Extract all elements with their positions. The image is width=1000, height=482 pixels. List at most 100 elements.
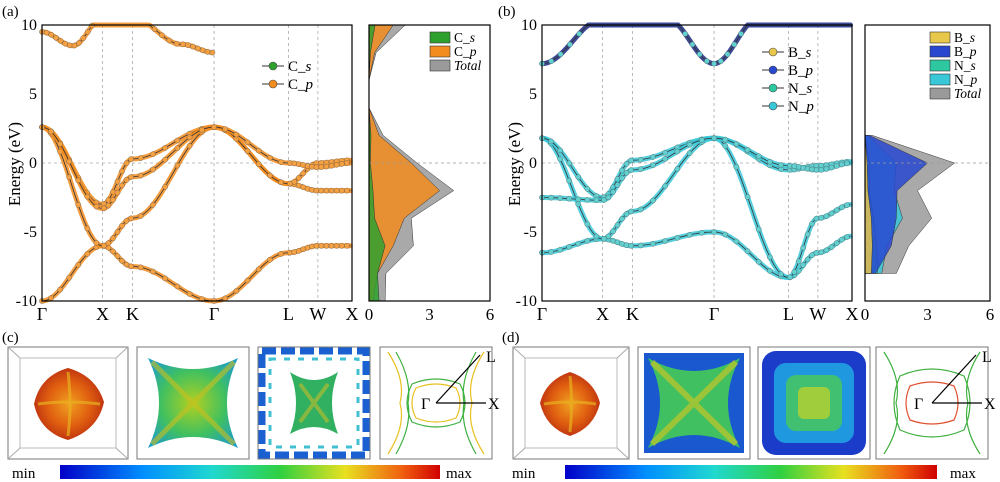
band-point (222, 295, 229, 302)
band-point (689, 41, 696, 48)
kpath-label: X (96, 304, 109, 324)
band-point (185, 42, 191, 48)
band-point (778, 271, 784, 277)
band-point (244, 139, 251, 146)
fermi-box-d1 (512, 346, 630, 460)
band-point (89, 22, 95, 29)
legend-label: C_s (288, 59, 312, 75)
band-point (575, 201, 582, 207)
band-point (101, 205, 107, 212)
band-point (833, 207, 840, 214)
band-point (255, 266, 262, 273)
dos-xtick-label: 0 (365, 305, 374, 324)
band-point (722, 142, 729, 149)
plot-frame-b (541, 24, 853, 302)
band-point (844, 160, 850, 167)
band-point (744, 248, 751, 255)
dos-legend-label: Total (454, 58, 482, 73)
band-point (593, 233, 600, 240)
band-point (194, 45, 201, 52)
legend-label: N_s (788, 81, 812, 97)
dos-legend-swatch (429, 31, 451, 44)
band-point (57, 141, 63, 147)
band-point (567, 41, 573, 48)
fermi-box-c3 (257, 346, 371, 460)
band-point (791, 269, 798, 275)
dos-xtick-label: 3 (425, 305, 434, 324)
legend-label: B_s (788, 45, 812, 61)
legend-marker (768, 65, 778, 75)
band-point (190, 43, 196, 50)
band-point (650, 154, 656, 160)
band-point (162, 156, 168, 163)
band-point (623, 160, 630, 167)
band-point (244, 148, 251, 154)
band-point (686, 150, 693, 157)
kpath-label: X (596, 304, 609, 324)
band-point (809, 252, 815, 258)
band-point (619, 175, 625, 181)
dos-xtick-label: 6 (986, 305, 995, 324)
band-point (53, 34, 59, 41)
band-point (722, 136, 729, 143)
legend-marker (768, 101, 778, 111)
band-point (686, 232, 693, 238)
colorbar-max-c: max (446, 466, 472, 482)
kpath-label: Γ (709, 304, 719, 324)
band-point (804, 231, 811, 238)
band-point (338, 187, 345, 194)
band-point (662, 156, 668, 162)
band-point (66, 174, 73, 180)
ytick-label: 0 (529, 155, 537, 172)
band-point (584, 186, 591, 192)
band-point (724, 51, 731, 58)
band-point (105, 202, 112, 209)
dos-fill-b (864, 135, 956, 274)
band-point (300, 170, 306, 177)
kpath-label: Γ (37, 304, 47, 324)
band-point (844, 234, 850, 240)
legend-marker (268, 61, 278, 71)
band-point (123, 160, 130, 167)
ytick-label: 5 (29, 86, 37, 103)
band-point (344, 242, 350, 249)
band-point (674, 148, 681, 155)
dos-legend-swatch (929, 59, 951, 72)
band-point (674, 235, 681, 241)
band-point (823, 213, 830, 219)
dos-frame-b (864, 24, 991, 302)
band-point (62, 40, 69, 47)
panel-label-d: (d) (502, 330, 520, 346)
band-point (662, 149, 668, 156)
band-point (593, 197, 600, 203)
band-point (823, 166, 830, 172)
band-point (174, 283, 181, 290)
kpath-label: K (626, 304, 639, 324)
band-point (93, 203, 100, 210)
band-point (778, 162, 784, 168)
band-point (150, 268, 156, 275)
band-point (813, 215, 820, 222)
bz-label-X-d: X (984, 396, 996, 413)
band-point (75, 201, 82, 208)
band-point (548, 58, 555, 64)
ytick-label: -5 (24, 224, 37, 241)
band-point (809, 221, 815, 227)
band-point (650, 197, 656, 204)
legend-b: B_s B_p N_s N_p (762, 45, 814, 115)
band-band2 (539, 135, 853, 281)
band-point (833, 163, 840, 169)
panel-c: (c) (2, 330, 500, 482)
colorbar-min-d: min (512, 466, 536, 482)
band-point (150, 151, 156, 158)
band-point (800, 245, 806, 251)
band-point (75, 177, 82, 184)
dos-legend-swatch (929, 45, 951, 58)
fermi-box-d2 (637, 346, 751, 460)
band-point (48, 128, 54, 135)
dos-area-B_p (864, 135, 928, 274)
band-point (267, 256, 273, 263)
